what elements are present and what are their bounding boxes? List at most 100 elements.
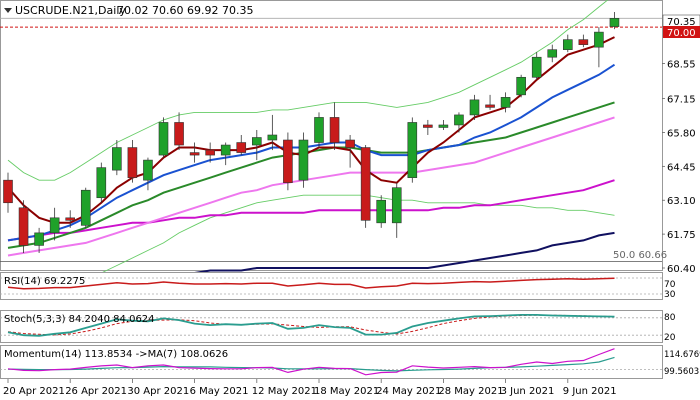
candle xyxy=(562,34,573,53)
date-label: 20 Apr 2021 xyxy=(3,386,65,397)
candle xyxy=(236,135,247,156)
candle-body xyxy=(34,232,44,246)
price-tick-label: 61.75 xyxy=(667,230,696,241)
level-price-value: 70.00 xyxy=(667,28,696,39)
ma-fast-line xyxy=(7,36,615,224)
candle xyxy=(485,94,495,110)
candle-body xyxy=(18,207,29,246)
candle-body xyxy=(252,137,262,146)
candle-body xyxy=(189,152,200,156)
date-label: 12 May 2021 xyxy=(252,386,317,397)
candle xyxy=(18,200,29,253)
ma-blue-line xyxy=(7,63,616,242)
momentum-label: Momentum(14) 113.8534 ->MA(7) 108.0626 xyxy=(4,349,228,360)
chart-header: USCRUDE.N21,Daily 70.02 70.60 69.92 70.3… xyxy=(4,4,253,17)
candle xyxy=(360,145,371,228)
candle xyxy=(205,142,215,163)
candle xyxy=(531,52,542,80)
stoch-label: Stoch(5,3,3) 84.2040 84.0624 xyxy=(4,314,155,325)
candle-body xyxy=(360,147,371,221)
candle xyxy=(80,187,91,228)
candle xyxy=(438,119,449,130)
candle-body xyxy=(454,114,464,126)
candle xyxy=(500,92,511,113)
candle-body xyxy=(329,117,340,143)
candle xyxy=(112,140,122,176)
date-label: 3 Jun 2021 xyxy=(501,386,555,397)
candle-body xyxy=(314,117,324,143)
candle xyxy=(609,12,620,30)
candle-body xyxy=(174,122,184,146)
candle xyxy=(252,129,262,161)
candle-body xyxy=(143,159,153,181)
candle xyxy=(267,114,278,151)
candle-body xyxy=(423,124,433,128)
price-axis: 68.55 67.15 65.80 64.45 63.10 61.75 60.40 xyxy=(662,59,696,275)
candle-body xyxy=(609,18,620,27)
date-label: 9 Jun 2021 xyxy=(563,386,617,397)
candle-body xyxy=(407,122,418,178)
candle-body xyxy=(80,189,91,226)
price-tick-label: 65.80 xyxy=(667,128,696,139)
date-label: 6 May 2021 xyxy=(190,386,249,397)
candle xyxy=(578,34,589,48)
candle xyxy=(49,207,60,241)
stoch-tick-80: 80 xyxy=(664,313,676,323)
candle xyxy=(376,195,387,228)
candle-body xyxy=(391,187,402,224)
candle-body xyxy=(562,39,573,50)
date-label: 28 May 2021 xyxy=(438,386,503,397)
level-price-tag: 70.00 xyxy=(663,26,700,39)
candle xyxy=(127,140,138,183)
candle-body xyxy=(220,144,231,156)
momentum-line xyxy=(7,348,615,376)
ma-pink-line xyxy=(7,116,615,257)
bollinger-upper-line xyxy=(7,0,609,181)
candle-body xyxy=(531,56,542,78)
candle-body xyxy=(205,149,215,156)
rsi-tick-70: 70 xyxy=(664,280,676,290)
candle xyxy=(329,102,340,151)
rsi-panel[interactable] xyxy=(0,272,663,300)
candle-body xyxy=(298,139,309,181)
candle xyxy=(189,142,200,163)
momentum-panel[interactable] xyxy=(0,345,663,379)
rsi-label: RSI(14) 69.2275 xyxy=(4,276,85,287)
date-label: 24 May 2021 xyxy=(376,386,441,397)
price-tick-label: 64.45 xyxy=(667,162,696,173)
price-tick-label: 67.15 xyxy=(667,95,696,106)
candle-body xyxy=(127,147,138,178)
candle-body xyxy=(112,147,122,171)
date-label: 18 May 2021 xyxy=(314,386,379,397)
candle xyxy=(454,112,464,133)
candle-body xyxy=(236,142,247,153)
candle xyxy=(143,157,153,191)
candle xyxy=(174,112,184,151)
candle xyxy=(65,210,75,228)
date-axis: 20 Apr 2021 26 Apr 2021 30 Apr 2021 6 May 2… xyxy=(3,379,617,397)
candle xyxy=(158,117,169,158)
candle-body xyxy=(516,76,526,96)
candle-body xyxy=(96,167,107,199)
candle-body xyxy=(547,49,558,58)
candle xyxy=(314,112,324,148)
collapse-triangle-icon[interactable] xyxy=(4,8,12,13)
candle xyxy=(3,172,13,213)
candle xyxy=(34,227,44,253)
rsi-tick-30: 30 xyxy=(664,290,676,300)
candle-body xyxy=(594,31,604,48)
date-label: 30 Apr 2021 xyxy=(127,386,189,397)
symbol-label: USCRUDE.N21,Daily xyxy=(15,4,126,17)
ohlc-values: 70.02 70.60 69.92 70.35 xyxy=(117,4,253,17)
stoch-k-line xyxy=(7,313,615,337)
candle-body xyxy=(485,104,495,108)
candle-body xyxy=(500,97,511,108)
last-price-value: 70.35 xyxy=(667,17,696,28)
candle xyxy=(220,142,231,166)
candle-body xyxy=(3,179,13,204)
candle-body xyxy=(267,134,278,141)
candle xyxy=(391,182,402,238)
candle-body xyxy=(49,217,60,234)
